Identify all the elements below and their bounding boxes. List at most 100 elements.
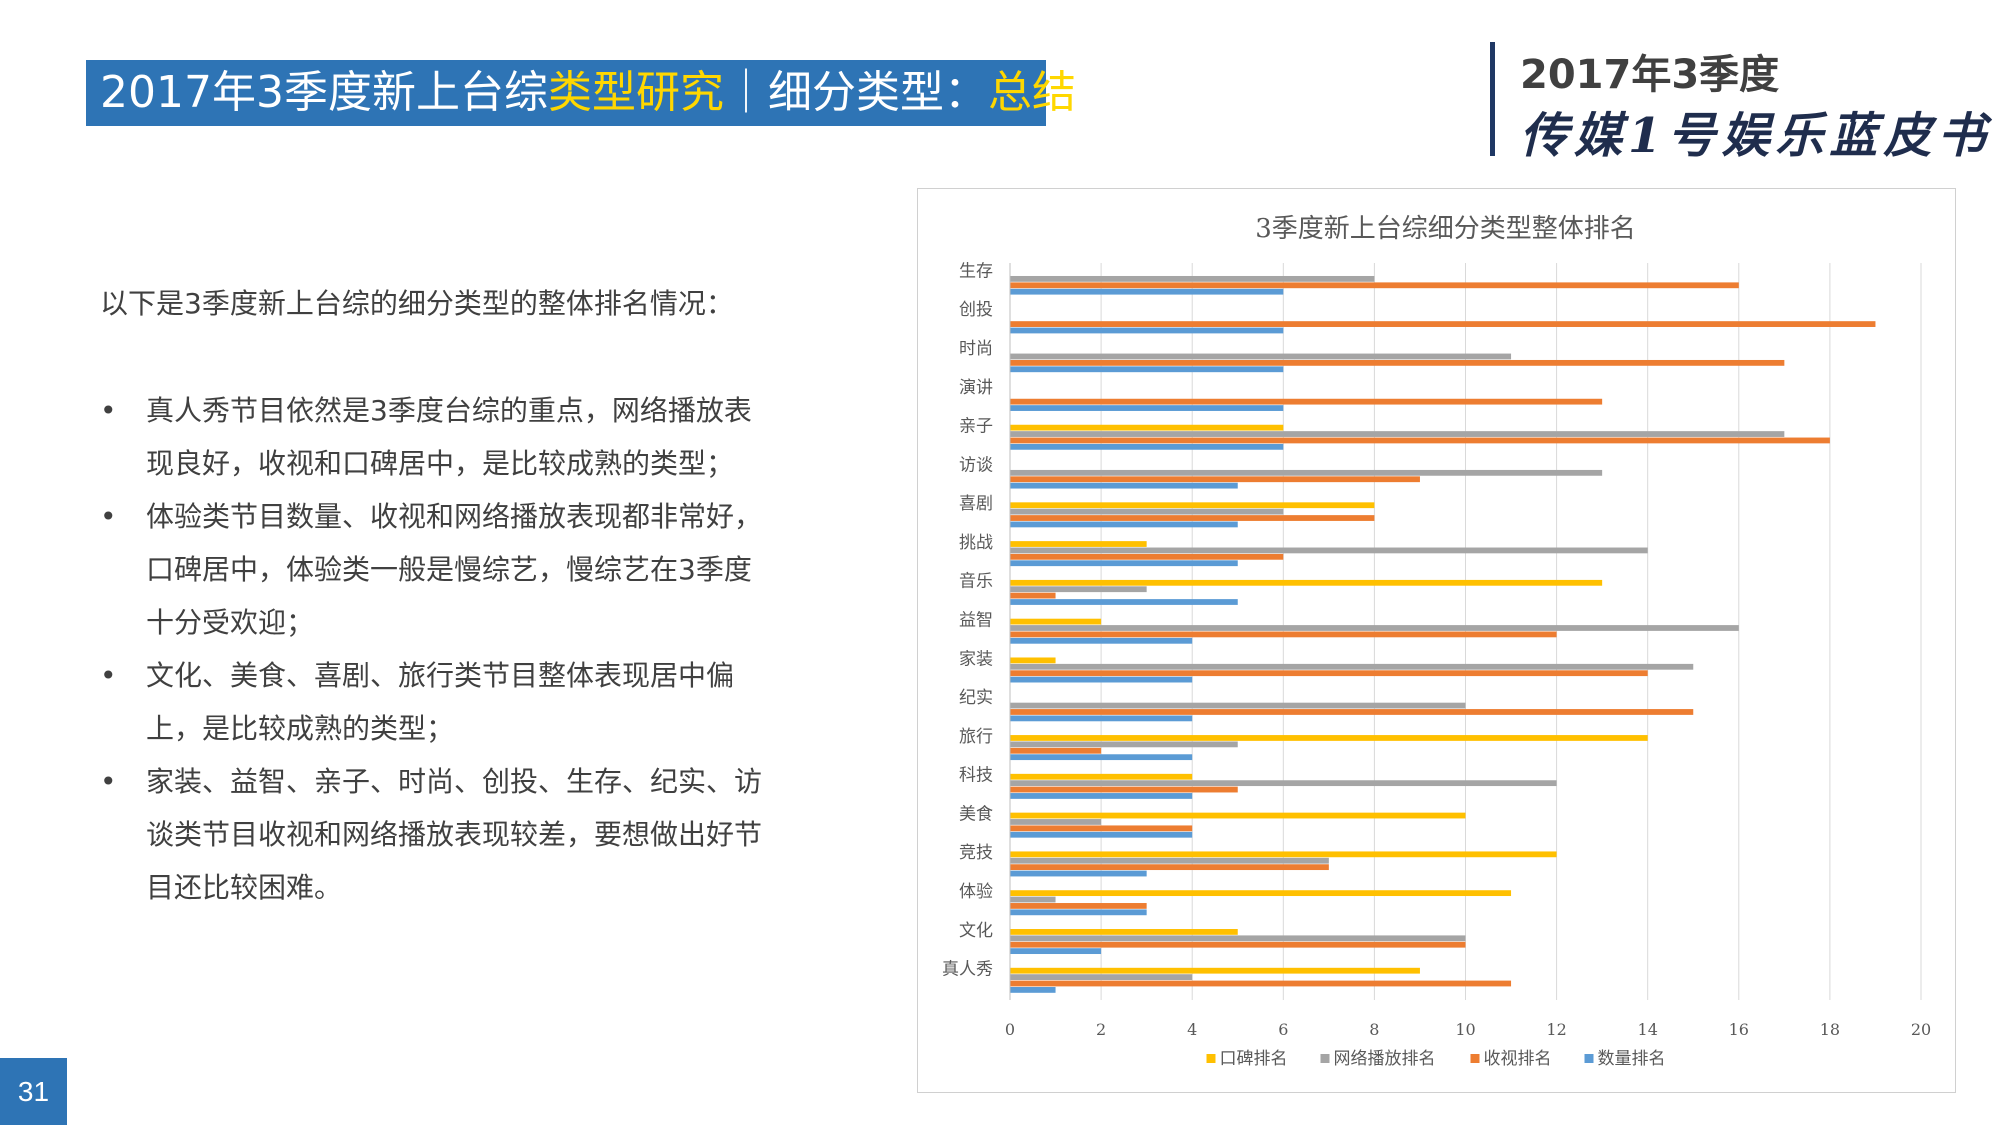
bar [1010, 935, 1466, 942]
bar [1010, 637, 1193, 644]
bar [1010, 282, 1739, 289]
x-tick-label: 4 [1187, 1020, 1197, 1039]
bar [1010, 831, 1193, 838]
title-highlight-1: 类型研究 [547, 67, 724, 118]
bar [1010, 482, 1238, 489]
bullet-text-line: 文化、美食、喜剧、旅行类节目整体表现居中偏 [146, 659, 735, 692]
summary-bullet-list: • 真人秀节目依然是3季度台综的重点，网络播放表 现良好，收视和口碑居中，是比较成熟… [100, 384, 820, 914]
bullet-item-4: • 家装、益智、亲子、时尚、创投、生存、纪实、访 谈类节目收视和网络播放表现较差，要… [100, 755, 820, 914]
page-title: 2017年3季度新上台综类型研究｜细分类型：总结 [86, 60, 1076, 126]
x-tick-label: 8 [1369, 1020, 1379, 1039]
bullet-text-line: 真人秀节目依然是3季度台综的重点，网络播放表 [146, 394, 752, 427]
bar [1010, 508, 1284, 515]
category-label: 创投 [959, 300, 993, 320]
bar [1010, 327, 1284, 334]
bar [1010, 857, 1329, 864]
x-tick-label: 14 [1638, 1020, 1658, 1039]
bar [1010, 521, 1238, 528]
bar [1010, 676, 1193, 683]
category-label: 美食 [959, 804, 993, 824]
ranking-chart-svg: 3季度新上台综细分类型整体排名 0 2 4 6 8 10 12 14 16 18 20 生存创投时尚演讲… [942, 214, 1931, 1069]
bar [1010, 476, 1420, 483]
bullet-marker: • [100, 500, 117, 533]
category-label: 音乐 [959, 572, 993, 592]
bar [1010, 941, 1466, 948]
bar [1010, 321, 1876, 327]
x-tick-label: 2 [1096, 1020, 1106, 1039]
bullet-text-line: 十分受欢迎； [146, 606, 315, 639]
bullet-text-line: 上，是比较成熟的类型； [146, 712, 455, 745]
bar [1010, 780, 1557, 787]
bar [1010, 747, 1102, 754]
bar [1010, 819, 1102, 825]
bullet-text-line: 家装、益智、亲子、时尚、创投、生存、纪实、访 [146, 765, 763, 798]
legend-swatch [1470, 1054, 1480, 1063]
legend-label: 数量排名 [1598, 1049, 1666, 1069]
x-tick-label: 0 [1005, 1020, 1015, 1039]
bar [1010, 541, 1147, 547]
bar [1010, 735, 1648, 741]
category-label: 科技 [959, 766, 993, 786]
bar [1010, 502, 1375, 509]
bar [1010, 469, 1603, 476]
bar [1010, 980, 1512, 987]
bar [1010, 631, 1557, 638]
bar [1010, 967, 1420, 974]
page-number: 31 [0, 1058, 67, 1125]
bar [1010, 890, 1512, 897]
bar [1010, 929, 1238, 935]
category-label: 时尚 [959, 339, 993, 359]
title-part-1: 2017年3季度新上台综 [100, 67, 548, 118]
bar [1010, 405, 1284, 411]
x-tick-label: 20 [1911, 1020, 1931, 1039]
x-tick-label: 10 [1455, 1020, 1475, 1039]
category-label: 旅行 [959, 727, 993, 747]
bar [1010, 586, 1147, 593]
bar [1010, 398, 1603, 405]
category-label: 真人秀 [942, 960, 993, 980]
bar [1010, 657, 1056, 664]
bar [1010, 909, 1147, 916]
x-tick-label: 18 [1820, 1020, 1840, 1039]
bullet-text-line: 现良好，收视和口碑居中，是比较成熟的类型； [146, 447, 735, 480]
legend-label: 收视排名 [1484, 1049, 1552, 1069]
bar [1010, 663, 1694, 670]
x-tick-label: 16 [1729, 1020, 1749, 1039]
bar [1010, 288, 1284, 295]
bar [1010, 366, 1284, 373]
bullet-item-1: • 真人秀节目依然是3季度台综的重点，网络播放表 现良好，收视和口碑居中，是比较成熟… [100, 384, 820, 490]
brand-year: 2017年3季度 [1520, 52, 1780, 98]
category-label: 益智 [959, 611, 993, 631]
ranking-chart: 3季度新上台综细分类型整体排名 0 2 4 6 8 10 12 14 16 18 20 生存 创投 时尚 演讲… [917, 188, 1956, 1093]
bar [1010, 786, 1238, 793]
category-label: 纪实 [959, 688, 993, 708]
legend-label: 网络播放排名 [1334, 1049, 1436, 1069]
bar [1010, 864, 1329, 871]
bullet-text-line: 目还比较困难。 [146, 871, 343, 904]
bar [1010, 443, 1284, 450]
title-part-2: ｜细分类型： [723, 67, 988, 118]
bullet-text-line: 口碑居中，体验类一般是慢综艺，慢综艺在3季度 [146, 553, 752, 586]
bullet-item-3: • 文化、美食、喜剧、旅行类节目整体表现居中偏 上，是比较成熟的类型； [100, 649, 820, 755]
category-label: 挑战 [959, 533, 993, 553]
bar [1010, 275, 1375, 282]
bar [1010, 553, 1284, 560]
bar [1010, 515, 1375, 521]
bar [1010, 715, 1193, 722]
bar [1010, 424, 1284, 431]
bar [1010, 560, 1238, 567]
category-label: 喜剧 [959, 494, 993, 514]
bar [1010, 431, 1785, 437]
bullet-marker: • [100, 394, 117, 427]
x-tick-label: 12 [1546, 1020, 1566, 1039]
bar [1010, 812, 1466, 819]
bullet-marker: • [100, 765, 117, 798]
bar [1010, 709, 1694, 715]
bar [1010, 579, 1603, 586]
bar [1010, 437, 1830, 444]
bar [1010, 974, 1193, 981]
bullet-item-2: • 体验类节目数量、收视和网络播放表现都非常好， 口碑居中，体验类一般是慢综艺，慢综… [100, 490, 820, 649]
chart-title: 3季度新上台综细分类型整体排名 [1255, 214, 1636, 244]
bar [1010, 741, 1238, 748]
bar [1010, 896, 1056, 903]
